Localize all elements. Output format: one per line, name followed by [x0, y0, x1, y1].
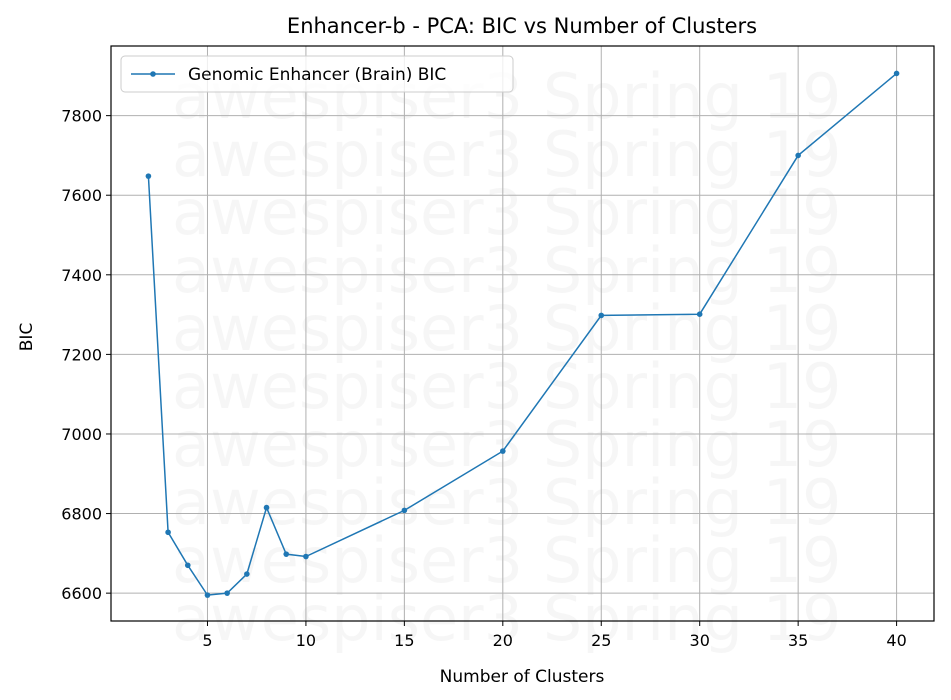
data-point — [303, 553, 309, 560]
data-point — [598, 312, 605, 319]
x-tick-label: 10 — [296, 631, 316, 650]
y-tick-label: 7000 — [61, 425, 102, 444]
data-point — [283, 551, 290, 557]
data-point — [401, 507, 408, 514]
data-point — [893, 70, 900, 77]
data-point — [696, 311, 703, 318]
x-tick-label: 20 — [493, 631, 513, 650]
data-point — [263, 504, 270, 511]
data-point — [795, 152, 801, 159]
x-tick-label: 40 — [886, 631, 906, 650]
legend-box — [120, 55, 514, 93]
x-tick-label: 30 — [690, 631, 710, 650]
x-tick-label: 25 — [591, 631, 611, 650]
y-tick-label: 7200 — [61, 345, 102, 364]
y-tick-label: 7600 — [61, 186, 102, 205]
x-axis-label: Number of Clusters — [440, 667, 605, 687]
data-point — [500, 448, 506, 454]
y-axis-label: BIC — [17, 323, 37, 352]
data-point — [204, 592, 211, 598]
data-point — [224, 590, 230, 596]
series-layer — [145, 70, 900, 598]
legend-entry-label: Genomic Enhancer (Brain) BIC — [188, 65, 446, 85]
grid — [111, 46, 934, 621]
y-tick-label: 7800 — [61, 107, 102, 126]
legend-marker-swatch — [150, 71, 156, 77]
x-axis-ticks: 5 10 15 20 25 30 35 40 — [202, 621, 907, 650]
chart-title: Enhancer-b - PCA: BIC vs Number of Clust… — [287, 14, 757, 38]
y-tick-label: 6800 — [61, 505, 102, 524]
y-axis-ticks: 6600 6800 7000 7200 7400 7600 7800 — [61, 107, 111, 603]
x-tick-label: 15 — [394, 631, 414, 650]
data-point — [145, 173, 152, 179]
plot-frame — [110, 45, 935, 622]
x-tick-label: 5 — [202, 631, 212, 650]
data-point — [165, 529, 171, 536]
y-tick-label: 6600 — [61, 584, 102, 603]
data-point — [184, 562, 191, 569]
legend: Genomic Enhancer (Brain) BIC — [120, 55, 514, 93]
x-tick-label: 35 — [788, 631, 808, 650]
data-point — [244, 571, 250, 577]
y-tick-label: 7400 — [61, 266, 102, 285]
